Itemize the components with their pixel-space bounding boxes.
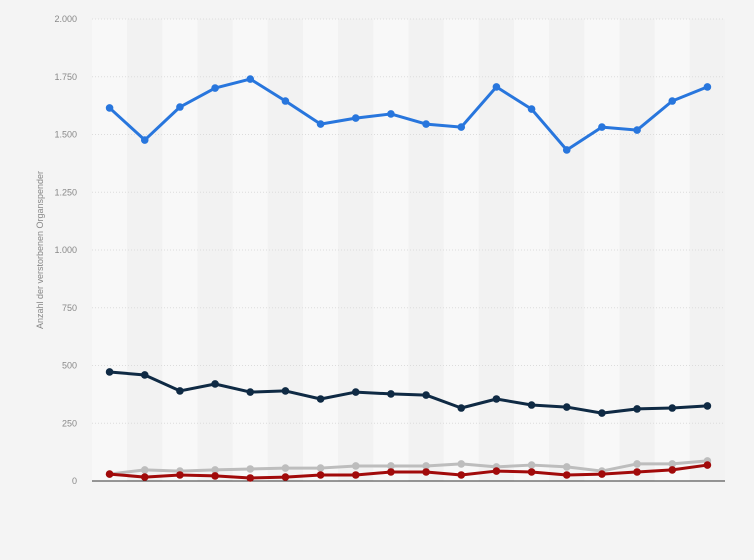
data-point [668,466,677,474]
data-point [527,105,536,113]
data-point [633,126,641,134]
data-point [211,380,219,388]
data-point [703,461,712,469]
data-point [703,83,712,91]
data-point [246,465,255,473]
data-point [527,461,536,469]
data-point [633,460,641,468]
data-point [633,468,641,476]
series-line [109,370,708,415]
data-point [457,471,466,479]
data-point [246,474,255,482]
data-point [246,75,255,83]
data-point [281,97,290,105]
data-point [351,388,360,396]
column-band [267,19,303,481]
data-point [140,136,149,144]
data-point [703,402,712,410]
y-tick-label: 750 [62,303,77,313]
data-point [562,146,571,154]
data-point [140,473,149,481]
data-point [422,462,430,470]
data-point [351,114,360,122]
data-point [457,123,466,131]
data-point [281,473,290,481]
data-point [598,123,606,131]
data-point [316,464,325,472]
data-point [668,97,677,105]
data-point [351,471,360,479]
data-point [387,390,395,398]
data-point [211,466,219,474]
y-tick-label: 0 [72,476,77,486]
y-tick-label: 250 [62,418,77,428]
data-point [527,468,536,476]
data-point [562,463,571,471]
data-point [176,471,184,479]
data-point [316,471,325,479]
y-tick-label: 1.750 [54,72,77,82]
y-tick-label: 1.500 [54,130,77,140]
data-point [562,471,571,479]
column-bands [92,19,725,481]
data-point [492,467,501,475]
data-point [562,403,571,411]
series-3 [105,461,712,482]
y-tick-label: 1.250 [54,187,77,197]
data-point [316,395,325,403]
data-point [387,468,395,476]
data-point [492,83,501,91]
series-0 [105,75,712,154]
data-point [105,104,114,112]
column-band [619,19,655,481]
data-point [281,387,290,395]
y-tick-label: 500 [62,361,77,371]
data-point [316,120,325,128]
data-point [492,395,501,403]
data-point [633,405,641,413]
data-point [668,460,677,468]
data-point [422,120,430,128]
data-point [598,409,606,417]
data-point [140,466,149,474]
data-point [281,464,290,472]
data-point [422,391,430,399]
data-point [668,404,677,412]
series-group [105,75,712,482]
column-band [92,19,128,481]
data-point [211,84,219,92]
series-1 [105,368,712,417]
data-point [246,388,255,396]
column-band [514,19,550,481]
gridlines [92,18,725,424]
data-point [387,110,395,118]
series-line [109,463,708,480]
y-tick-label: 1.000 [54,245,77,255]
y-tick-label: 2.000 [54,14,77,24]
data-point [387,462,395,470]
data-point [457,404,466,412]
column-band [232,19,268,481]
series-2 [105,457,712,478]
y-axis-label: Anzahl der verstorbenen Organspender [35,171,45,329]
data-point [351,462,360,470]
data-point [527,401,536,409]
data-point [140,371,149,379]
y-axis-ticks: 0 250 500 750 1.000 1.250 1.500 1.750 2.000 [54,14,77,486]
data-point [176,387,184,395]
data-point [105,470,114,478]
column-band [373,19,409,481]
data-point [211,472,219,480]
data-point [598,470,606,478]
series-line [109,459,708,476]
series-line [108,77,708,152]
data-point [457,460,466,468]
data-point [422,468,430,476]
data-point [176,103,184,111]
data-point [105,368,114,376]
column-band [127,19,163,481]
